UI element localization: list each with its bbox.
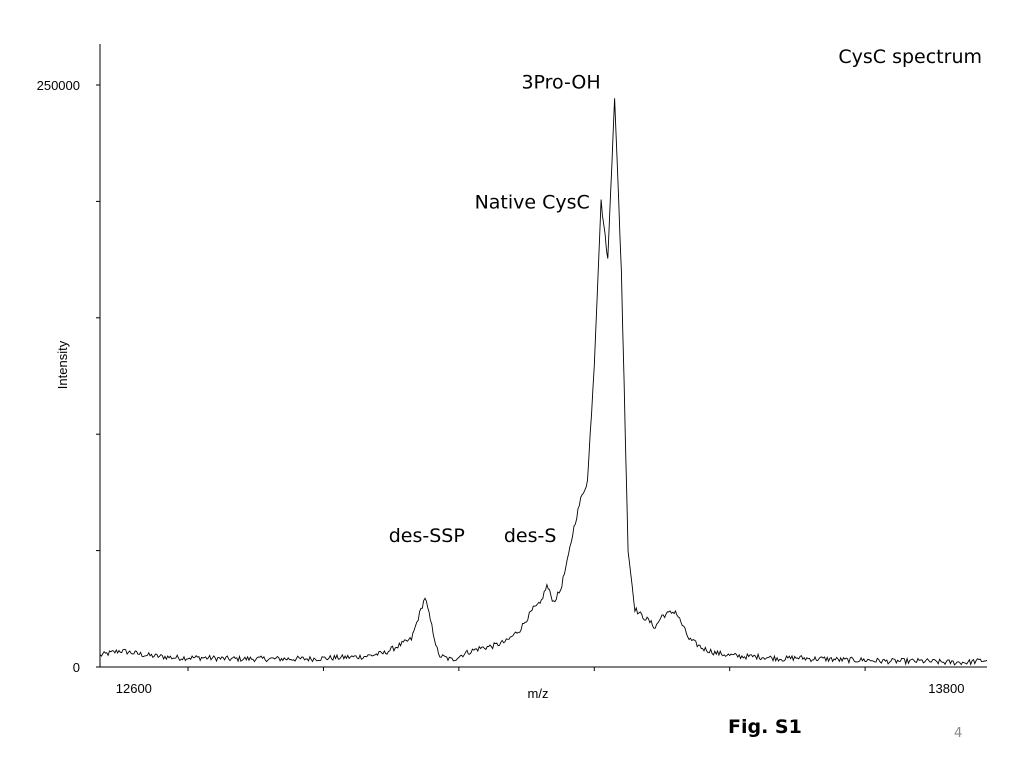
x-axis-label: m/z xyxy=(528,686,549,701)
peak-annotation: des-S xyxy=(504,525,557,547)
peak-annotation: des-SSP xyxy=(389,525,465,547)
tick-group: 0 250000 12600 13800 xyxy=(37,78,965,696)
x-tick-label: 13800 xyxy=(928,681,964,696)
x-tick-label: 12600 xyxy=(116,681,152,696)
y-tick-label: 250000 xyxy=(37,78,80,93)
page-number: 4 xyxy=(954,726,963,741)
peak-annotation: Native CysC xyxy=(475,191,590,213)
series-group xyxy=(99,98,988,666)
y-tick-label: 0 xyxy=(73,660,80,675)
axes xyxy=(99,44,987,668)
series-line xyxy=(99,98,988,666)
chart-title: CysC spectrum xyxy=(838,46,982,68)
figure-label: Fig. S1 xyxy=(728,716,802,738)
annotation-group: 3Pro-OH Native CysC des-SSP des-S xyxy=(389,72,601,548)
peak-annotation: 3Pro-OH xyxy=(521,72,600,94)
y-axis-label: Intensity xyxy=(55,340,70,389)
